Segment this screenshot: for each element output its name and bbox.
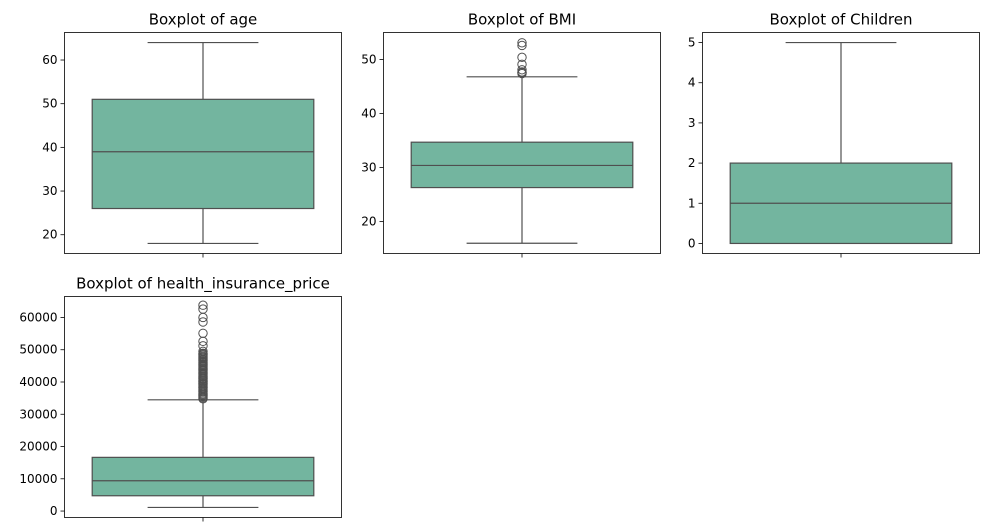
outlier-point xyxy=(517,67,527,77)
y-tick-label: 20000 xyxy=(19,440,57,454)
y-tick-label: 30 xyxy=(42,184,57,198)
y-tick-label: 0 xyxy=(688,236,696,250)
y-tick-label: 50 xyxy=(42,97,57,111)
subplot-title: Boxplot of BMI xyxy=(468,11,576,29)
y-tick-label: 0 xyxy=(50,504,58,518)
y-tick-label: 20 xyxy=(361,215,376,229)
subplot-bmi: Boxplot of BMI 20 30 40 50 xyxy=(361,11,661,258)
y-tick-label: 30 xyxy=(361,161,376,175)
outlier-point xyxy=(198,341,208,351)
iqr-box xyxy=(91,98,315,210)
outlier-point xyxy=(517,38,527,48)
outlier-point xyxy=(198,346,208,357)
subplot-children: Boxplot of Children 0 1 2 3 4 5 xyxy=(688,11,980,258)
subplot-title: Boxplot of Children xyxy=(769,11,912,29)
y-tick-label: 20 xyxy=(42,228,57,242)
outlier-point xyxy=(517,40,527,51)
y-tick-label: 40000 xyxy=(19,375,57,389)
y-tick-label: 1 xyxy=(688,196,696,210)
outlier-point xyxy=(517,65,527,75)
outlier-point xyxy=(198,317,208,327)
y-tick-label: 50000 xyxy=(19,343,57,357)
y-tick-label: 2 xyxy=(688,156,696,170)
y-tick-label: 10000 xyxy=(19,472,57,486)
subplot-health-insurance-price: Boxplot of health_insurance_price 0 10000… xyxy=(19,275,342,522)
iqr-box xyxy=(91,456,315,497)
y-tick-label: 5 xyxy=(688,36,696,50)
outlier-point xyxy=(198,304,208,314)
outlier-point xyxy=(517,59,527,70)
y-tick-label: 60 xyxy=(42,53,57,67)
outlier-point xyxy=(198,328,208,338)
subplot-age: Boxplot of age 20 30 40 50 60 xyxy=(42,11,342,258)
subplot-title: Boxplot of age xyxy=(149,11,258,29)
y-tick-label: 40 xyxy=(361,107,376,121)
y-tick-label: 30000 xyxy=(19,407,57,421)
outlier-point xyxy=(198,300,208,310)
outlier-point xyxy=(517,52,527,63)
y-tick-label: 40 xyxy=(42,140,57,154)
y-tick-label: 3 xyxy=(688,116,696,130)
y-tick-label: 50 xyxy=(361,53,376,67)
y-tick-label: 60000 xyxy=(19,310,57,324)
y-tick-label: 4 xyxy=(688,76,696,90)
subplot-title: Boxplot of health_insurance_price xyxy=(76,275,330,294)
